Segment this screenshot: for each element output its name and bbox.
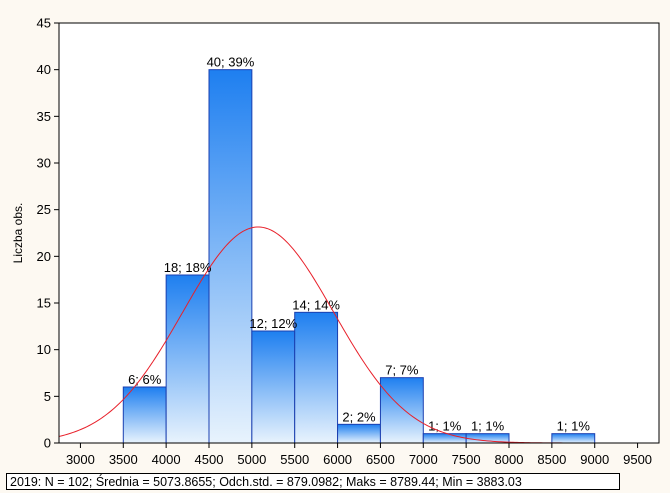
bar-data-label: 1; 1% bbox=[557, 419, 591, 434]
bar-data-label: 1; 1% bbox=[471, 419, 505, 434]
bar-data-label: 6; 6% bbox=[128, 372, 162, 387]
data-labels-layer: 6; 6% 18; 18% 40; 39% 12; 12% 14; 14% 2; 2% 7;… bbox=[128, 55, 590, 434]
summary-stats-footer: 2019: N = 102; Średnia = 5073.8655; Odch… bbox=[6, 473, 620, 490]
x-tick-label: 9500 bbox=[623, 452, 652, 467]
bar-data-label: 7; 7% bbox=[385, 363, 419, 378]
y-axis: 0 5 10 15 20 25 30 35 40 45 bbox=[37, 16, 59, 451]
histogram-bar-5000-5500 bbox=[251, 330, 296, 444]
x-tick-label: 4000 bbox=[152, 452, 181, 467]
x-tick-label: 6000 bbox=[323, 452, 352, 467]
x-tick-label: 6500 bbox=[366, 452, 395, 467]
histogram-bar-4000-4500 bbox=[165, 274, 210, 444]
y-tick-label: 35 bbox=[37, 109, 51, 124]
y-axis-title: Liczba obs. bbox=[11, 203, 25, 264]
plot-area bbox=[59, 23, 659, 443]
y-tick-label: 45 bbox=[37, 16, 51, 31]
y-tick-label: 0 bbox=[44, 436, 51, 451]
y-tick-label: 25 bbox=[37, 202, 51, 217]
x-axis: 3000 3500 4000 4500 5000 5500 6000 6500 7000 7500… bbox=[66, 443, 652, 467]
y-tick-label: 30 bbox=[37, 156, 51, 171]
bar-data-label: 2; 2% bbox=[342, 409, 376, 424]
y-tick-label: 15 bbox=[37, 296, 51, 311]
x-tick-label: 7500 bbox=[452, 452, 481, 467]
histogram-bar-4500-5000 bbox=[208, 69, 253, 444]
y-tick-label: 10 bbox=[37, 342, 51, 357]
bar-data-label: 1; 1% bbox=[428, 419, 462, 434]
x-tick-label: 3000 bbox=[66, 452, 95, 467]
histogram-bar-6000-6500 bbox=[337, 423, 381, 444]
bar-data-label: 12; 12% bbox=[249, 316, 297, 331]
plot-frame bbox=[58, 22, 660, 444]
histogram-bar-5500-6000 bbox=[294, 311, 339, 444]
histogram-bar-6500-7000 bbox=[379, 377, 424, 444]
x-tick-label: 8500 bbox=[537, 452, 566, 467]
histogram-bar-8500-9000 bbox=[551, 433, 596, 444]
histogram-bar-7000-7500 bbox=[422, 433, 467, 444]
x-tick-label: 7000 bbox=[409, 452, 438, 467]
x-tick-label: 5000 bbox=[237, 452, 266, 467]
x-tick-label: 9000 bbox=[580, 452, 609, 467]
x-tick-label: 4500 bbox=[195, 452, 224, 467]
bar-data-label: 14; 14% bbox=[292, 297, 340, 312]
bar-data-label: 40; 39% bbox=[207, 55, 255, 70]
bar-data-label: 18; 18% bbox=[164, 260, 212, 275]
bars-layer bbox=[122, 69, 596, 444]
x-tick-label: 5500 bbox=[280, 452, 309, 467]
histogram-bar-3500-4000 bbox=[122, 386, 167, 444]
y-tick-label: 20 bbox=[37, 249, 51, 264]
x-tick-label: 8000 bbox=[495, 452, 524, 467]
y-tick-label: 5 bbox=[44, 389, 51, 404]
x-tick-label: 3500 bbox=[109, 452, 138, 467]
y-tick-label: 40 bbox=[37, 62, 51, 77]
